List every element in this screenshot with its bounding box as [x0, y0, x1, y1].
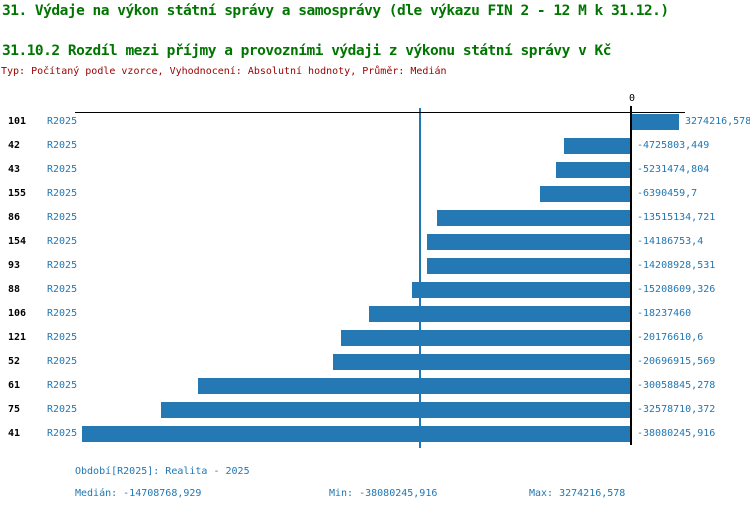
bar	[556, 162, 632, 178]
axis-zero-label: 0	[628, 93, 636, 104]
bar-value-label: -18237460	[637, 308, 692, 319]
bar-value-label: -14186753,4	[637, 236, 704, 247]
bar	[341, 330, 632, 346]
row-period-label: R2025	[47, 116, 78, 127]
row-category-label: 101	[8, 116, 27, 127]
bar	[564, 138, 632, 154]
bar-value-label: -14208928,531	[637, 260, 716, 271]
row-period-label: R2025	[47, 308, 78, 319]
bar-value-label: -38080245,916	[637, 428, 716, 439]
bar-value-label: -20176610,6	[637, 332, 704, 343]
median-reference-line	[418, 108, 421, 448]
row-period-label: R2025	[47, 332, 78, 343]
bar-value-label: -4725803,449	[637, 140, 710, 151]
row-category-label: 88	[8, 284, 21, 295]
row-category-label: 41	[8, 428, 21, 439]
bar	[369, 306, 632, 322]
chart-subtitle: 31.10.2 Rozdíl mezi příjmy a provozními …	[2, 43, 612, 59]
bar	[437, 210, 632, 226]
row-period-label: R2025	[47, 260, 78, 271]
bar	[82, 426, 632, 442]
row-category-label: 86	[8, 212, 21, 223]
bar-value-label: -13515134,721	[637, 212, 716, 223]
stat-median: Medián: -14708768,929	[75, 488, 202, 499]
report-title: 31. Výdaje na výkon státní správy a samo…	[2, 3, 669, 19]
row-category-label: 52	[8, 356, 21, 367]
row-period-label: R2025	[47, 380, 78, 391]
row-category-label: 61	[8, 380, 21, 391]
bar-value-label: -30058845,278	[637, 380, 716, 391]
row-period-label: R2025	[47, 356, 78, 367]
bar	[540, 186, 632, 202]
row-category-label: 43	[8, 164, 21, 175]
row-category-label: 154	[8, 236, 27, 247]
row-period-label: R2025	[47, 188, 78, 199]
bar-value-label: -5231474,804	[637, 164, 710, 175]
bar	[412, 282, 632, 298]
bar	[333, 354, 632, 370]
row-category-label: 93	[8, 260, 21, 271]
plot-top-border	[75, 112, 685, 113]
row-category-label: 155	[8, 188, 27, 199]
bar	[427, 258, 632, 274]
zero-axis-line	[630, 106, 632, 445]
bar-value-label: 3274216,578	[685, 116, 750, 127]
row-period-label: R2025	[47, 236, 78, 247]
bar-value-label: -20696915,569	[637, 356, 716, 367]
row-period-label: R2025	[47, 164, 78, 175]
row-period-label: R2025	[47, 404, 78, 415]
bar-value-label: -32578710,372	[637, 404, 716, 415]
bar	[427, 234, 632, 250]
stat-max: Max: 3274216,578	[529, 488, 626, 499]
bar-value-label: -6390459,7	[637, 188, 698, 199]
row-category-label: 121	[8, 332, 27, 343]
legend-period: Období[R2025]: Realita - 2025	[75, 466, 250, 477]
bar	[632, 114, 679, 130]
row-period-label: R2025	[47, 212, 78, 223]
row-category-label: 42	[8, 140, 21, 151]
bar	[161, 402, 632, 418]
row-period-label: R2025	[47, 140, 78, 151]
chart-meta-line: Typ: Počítaný podle vzorce, Vyhodnocení:…	[1, 66, 447, 77]
row-period-label: R2025	[47, 284, 78, 295]
row-period-label: R2025	[47, 428, 78, 439]
stat-min: Min: -38080245,916	[329, 488, 438, 499]
row-category-label: 75	[8, 404, 21, 415]
row-category-label: 106	[8, 308, 27, 319]
bar-value-label: -15208609,326	[637, 284, 716, 295]
bar	[198, 378, 632, 394]
